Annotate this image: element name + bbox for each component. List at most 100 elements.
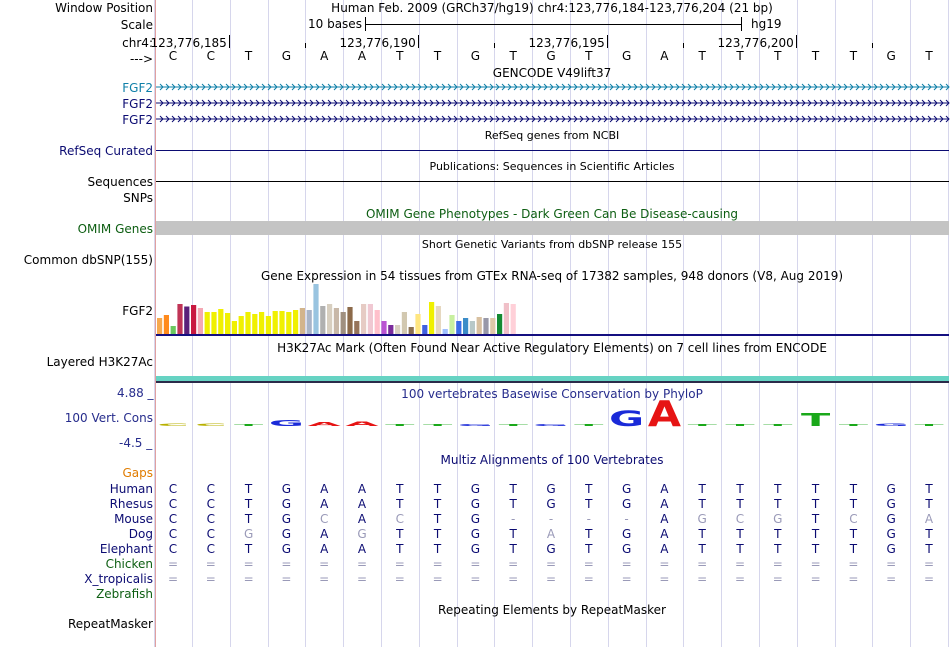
gtex-tissue-bar[interactable] (197, 308, 203, 334)
base-letter: C (168, 49, 178, 63)
gtex-tissue-bar[interactable] (231, 321, 237, 334)
gtex-tissue-bar[interactable] (259, 312, 265, 334)
grid-line (380, 0, 382, 647)
gtex-tissue-bar[interactable] (361, 304, 367, 334)
species-label-chicken[interactable]: Chicken (105, 557, 153, 571)
gtex-tissue-bar[interactable] (177, 304, 183, 334)
gtex-tissue-bar[interactable] (286, 312, 292, 334)
h3k27ac-signal[interactable] (156, 376, 949, 381)
gtex-tissue-bar[interactable] (320, 306, 326, 334)
omim-bar[interactable] (156, 221, 949, 235)
gtex-tissue-bar[interactable] (476, 317, 482, 334)
gtex-tissue-bar[interactable] (218, 309, 224, 334)
gtex-tissue-bar[interactable] (272, 311, 278, 334)
gtex-tissue-bar[interactable] (327, 304, 333, 334)
alignment-base: A (660, 482, 669, 496)
alignment-base: = (205, 572, 216, 586)
refseq-line[interactable] (156, 150, 949, 151)
strand-arrow-icon (309, 115, 314, 123)
publications-line[interactable] (156, 181, 949, 182)
gtex-tissue-bar[interactable] (245, 312, 251, 334)
gtex-tissue-bar[interactable] (157, 318, 163, 334)
species-label-x_tropicalis[interactable]: X_tropicalis (84, 572, 153, 586)
gtex-tissue-bar[interactable] (435, 306, 441, 334)
gtex-tissue-bar[interactable] (340, 312, 346, 334)
gtex-gene-label[interactable]: FGF2 (122, 304, 153, 318)
gencode-gene-1-label[interactable]: FGF2 (122, 81, 153, 95)
dbsnp-track-label[interactable]: Common dbSNP(155) (23, 253, 153, 267)
strand-arrow-icon (753, 99, 758, 107)
species-label-elephant[interactable]: Elephant (99, 542, 153, 556)
gtex-tissue-bar[interactable] (388, 325, 394, 334)
gencode-gene-3-label[interactable]: FGF2 (122, 113, 153, 127)
gtex-tissue-bar[interactable] (401, 312, 407, 334)
species-label-mouse[interactable]: Mouse (114, 512, 153, 526)
strand-arrow-icon (723, 83, 728, 91)
phylop-logo-letter: G (609, 406, 644, 431)
gtex-tissue-bar[interactable] (225, 313, 231, 334)
gtex-tissue-bar[interactable] (252, 314, 258, 334)
gtex-tissue-bar[interactable] (503, 303, 509, 334)
strand-arrow-icon (267, 83, 272, 91)
omim-track-label[interactable]: OMIM Genes (77, 222, 153, 236)
gtex-bar-chart[interactable] (156, 284, 949, 336)
alignment-base: G (357, 527, 367, 541)
h3k27ac-track-label[interactable]: Layered H3K27Ac (46, 355, 153, 369)
repeatmasker-track-label[interactable]: RepeatMasker (67, 617, 153, 631)
gtex-tissue-bar[interactable] (191, 305, 197, 334)
gtex-tissue-bar[interactable] (497, 314, 503, 334)
gtex-tissue-bar[interactable] (483, 318, 489, 334)
gtex-tissue-bar[interactable] (211, 312, 217, 334)
species-label-human[interactable]: Human (109, 482, 153, 496)
publications-track-label[interactable]: Sequences (87, 175, 153, 189)
alignment-base: = (886, 557, 897, 571)
phylop-logo-letter: G (269, 419, 304, 428)
gtex-tissue-bar[interactable] (347, 307, 353, 334)
alignment-base: T (774, 527, 782, 541)
gtex-tissue-bar[interactable] (429, 302, 435, 334)
gtex-tissue-bar[interactable] (204, 312, 210, 334)
strand-arrow-icon (285, 115, 290, 123)
gtex-tissue-bar[interactable] (279, 311, 285, 334)
alignment-base: T (244, 482, 253, 496)
gtex-tissue-bar[interactable] (469, 321, 475, 334)
phylop-track-label[interactable]: 100 Vert. Cons (64, 411, 153, 425)
gtex-tissue-bar[interactable] (381, 321, 387, 334)
gencode-gene-2-label[interactable]: FGF2 (122, 97, 153, 111)
gencode-transcript-2[interactable] (156, 98, 950, 108)
gtex-tissue-bar[interactable] (238, 316, 244, 334)
gtex-tissue-bar[interactable] (374, 310, 380, 334)
gtex-tissue-bar[interactable] (415, 314, 421, 334)
gtex-tissue-bar[interactable] (306, 310, 312, 334)
gtex-tissue-bar[interactable] (170, 326, 176, 334)
gtex-tissue-bar[interactable] (293, 310, 299, 334)
gtex-tissue-bar[interactable] (510, 304, 516, 334)
refseq-track-label[interactable]: RefSeq Curated (59, 144, 153, 158)
gencode-transcript-1[interactable] (156, 82, 950, 92)
gtex-tissue-bar[interactable] (184, 306, 190, 335)
gtex-tissue-bar[interactable] (442, 329, 448, 334)
gtex-tissue-bar[interactable] (265, 316, 271, 334)
strand-arrow-icon (483, 99, 488, 107)
gtex-tissue-bar[interactable] (333, 308, 339, 334)
species-label-rhesus[interactable]: Rhesus (109, 497, 153, 511)
species-label-zebrafish[interactable]: Zebrafish (96, 587, 153, 601)
gtex-tissue-bar[interactable] (313, 284, 319, 334)
gtex-tissue-bar[interactable] (408, 327, 414, 334)
gtex-tissue-bar[interactable] (395, 325, 401, 334)
gtex-tissue-bar[interactable] (449, 315, 455, 334)
gtex-tissue-bar[interactable] (299, 308, 305, 334)
strand-arrow-icon (855, 115, 860, 123)
gtex-tissue-bar[interactable] (463, 318, 469, 334)
gtex-tissue-bar[interactable] (354, 321, 360, 334)
gtex-tissue-bar[interactable] (367, 304, 373, 334)
species-label-dog[interactable]: Dog (128, 527, 153, 541)
gtex-tissue-bar[interactable] (422, 325, 428, 334)
snps-track-label[interactable]: SNPs (123, 191, 153, 205)
gtex-tissue-bar[interactable] (490, 318, 496, 334)
gtex-tissue-bar[interactable] (456, 321, 462, 334)
gencode-transcript-3[interactable] (156, 114, 950, 124)
gtex-tissue-bar[interactable] (163, 315, 169, 334)
